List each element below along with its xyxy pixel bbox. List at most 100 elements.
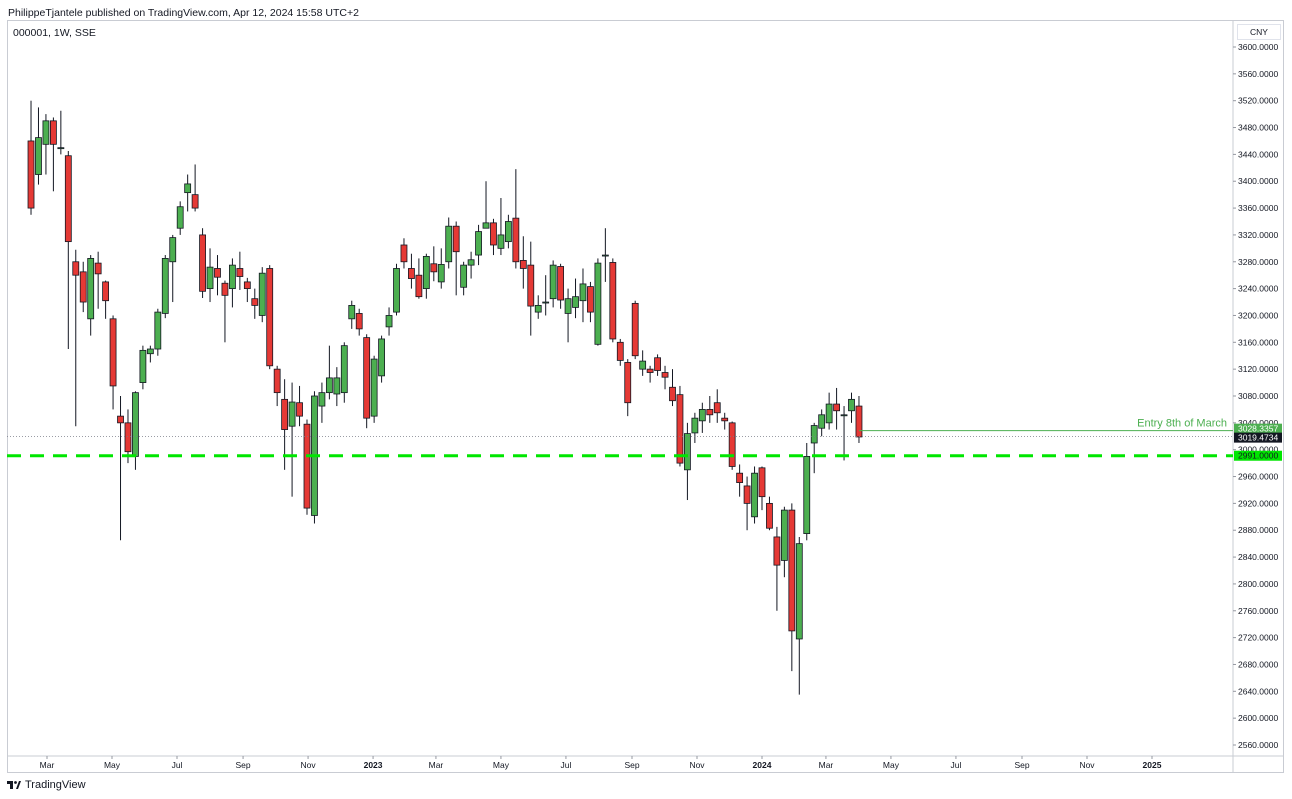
candle <box>557 263 565 309</box>
candle-body <box>728 422 736 467</box>
candle <box>587 281 594 323</box>
candle-body <box>445 225 453 263</box>
candle-body <box>825 403 833 424</box>
x-tick-label: Sep <box>624 760 639 770</box>
candle <box>72 249 80 427</box>
candle <box>467 251 475 279</box>
candle <box>296 385 303 427</box>
candle-body <box>855 405 863 438</box>
candle <box>221 280 229 343</box>
candle <box>833 387 840 430</box>
candle-body <box>587 286 594 313</box>
y-tick-label: 3080.0000 <box>1238 391 1278 401</box>
candle-body <box>698 409 706 422</box>
y-tick-label: 2760.0000 <box>1238 606 1278 616</box>
candle-body <box>87 258 95 320</box>
y-tick-label: 2920.0000 <box>1238 498 1278 508</box>
candle <box>855 396 863 443</box>
tradingview-brand: TradingView <box>25 779 86 791</box>
candle <box>497 198 505 256</box>
candle-body <box>161 258 169 314</box>
candle-body <box>124 422 132 453</box>
candle-body <box>751 472 758 518</box>
candle-body <box>624 362 632 404</box>
candle <box>415 258 423 299</box>
candle <box>146 345 154 363</box>
candle-body <box>393 268 400 313</box>
tradingview-logo-icon <box>7 781 21 789</box>
candle-body <box>706 409 714 416</box>
currency-button[interactable]: CNY <box>1237 24 1281 40</box>
candle-body <box>325 377 333 394</box>
candle <box>243 277 251 303</box>
candle <box>758 466 766 511</box>
candle-body <box>72 261 80 276</box>
x-tick-label: Sep <box>1014 760 1029 770</box>
entry-price-tag: 3028.3357 <box>1234 423 1282 434</box>
candle <box>609 258 617 343</box>
y-tick-label: 2840.0000 <box>1238 552 1278 562</box>
candle-body <box>818 414 826 429</box>
left-mask <box>0 21 7 756</box>
candle <box>325 345 333 400</box>
candle <box>79 261 87 313</box>
candle <box>340 342 348 403</box>
candle <box>788 503 796 672</box>
candle <box>482 181 490 229</box>
x-tick-label: 2024 <box>753 760 772 770</box>
candle-body <box>318 392 326 407</box>
x-tick-label: Nov <box>689 760 705 770</box>
candle <box>534 295 542 319</box>
candle-body <box>788 509 796 632</box>
candle-body <box>803 456 811 534</box>
candle-body <box>460 264 468 288</box>
candle <box>698 402 706 433</box>
candle <box>199 228 206 299</box>
tradingview-footer[interactable]: TradingView <box>7 779 86 791</box>
candle <box>795 536 803 695</box>
candle-body <box>221 282 229 296</box>
entry-line-label: Entry 8th of March <box>1137 418 1227 430</box>
candle <box>639 350 647 376</box>
candle-body <box>773 536 781 566</box>
candle <box>512 169 520 269</box>
candle-body <box>378 338 385 377</box>
candle-body <box>669 386 676 402</box>
candle-body <box>281 398 289 430</box>
candle <box>266 265 274 370</box>
candle <box>818 409 826 437</box>
candle <box>437 248 445 289</box>
y-tick-label: 3480.0000 <box>1238 123 1278 133</box>
candle <box>646 365 654 383</box>
candle-body <box>415 274 423 298</box>
candle <box>803 442 811 541</box>
y-tick-label: 2960.0000 <box>1238 472 1278 482</box>
candle-body <box>117 415 124 424</box>
x-tick-label: May <box>493 760 510 770</box>
candle <box>475 224 482 266</box>
candle <box>549 260 557 308</box>
x-tick-label: Jul <box>172 760 183 770</box>
candle-body <box>258 272 266 316</box>
y-tick-label: 2720.0000 <box>1238 633 1278 643</box>
candle-body <box>348 304 356 320</box>
candle-body <box>848 398 855 412</box>
candle <box>64 151 72 350</box>
candle <box>333 367 341 407</box>
y-tick-label: 2680.0000 <box>1238 659 1278 669</box>
candle <box>460 261 468 296</box>
candle-body <box>512 217 520 263</box>
candle-body <box>408 268 415 279</box>
candle <box>728 421 736 470</box>
candle-body <box>467 259 475 266</box>
candle-body <box>795 543 803 640</box>
candle <box>184 174 192 212</box>
candle <box>109 315 117 410</box>
candle-body <box>631 302 639 357</box>
candle-body <box>437 264 445 283</box>
chart-frame <box>7 20 1284 773</box>
candle-body <box>840 414 848 417</box>
candle <box>214 255 221 296</box>
y-tick-label: 3160.0000 <box>1238 337 1278 347</box>
